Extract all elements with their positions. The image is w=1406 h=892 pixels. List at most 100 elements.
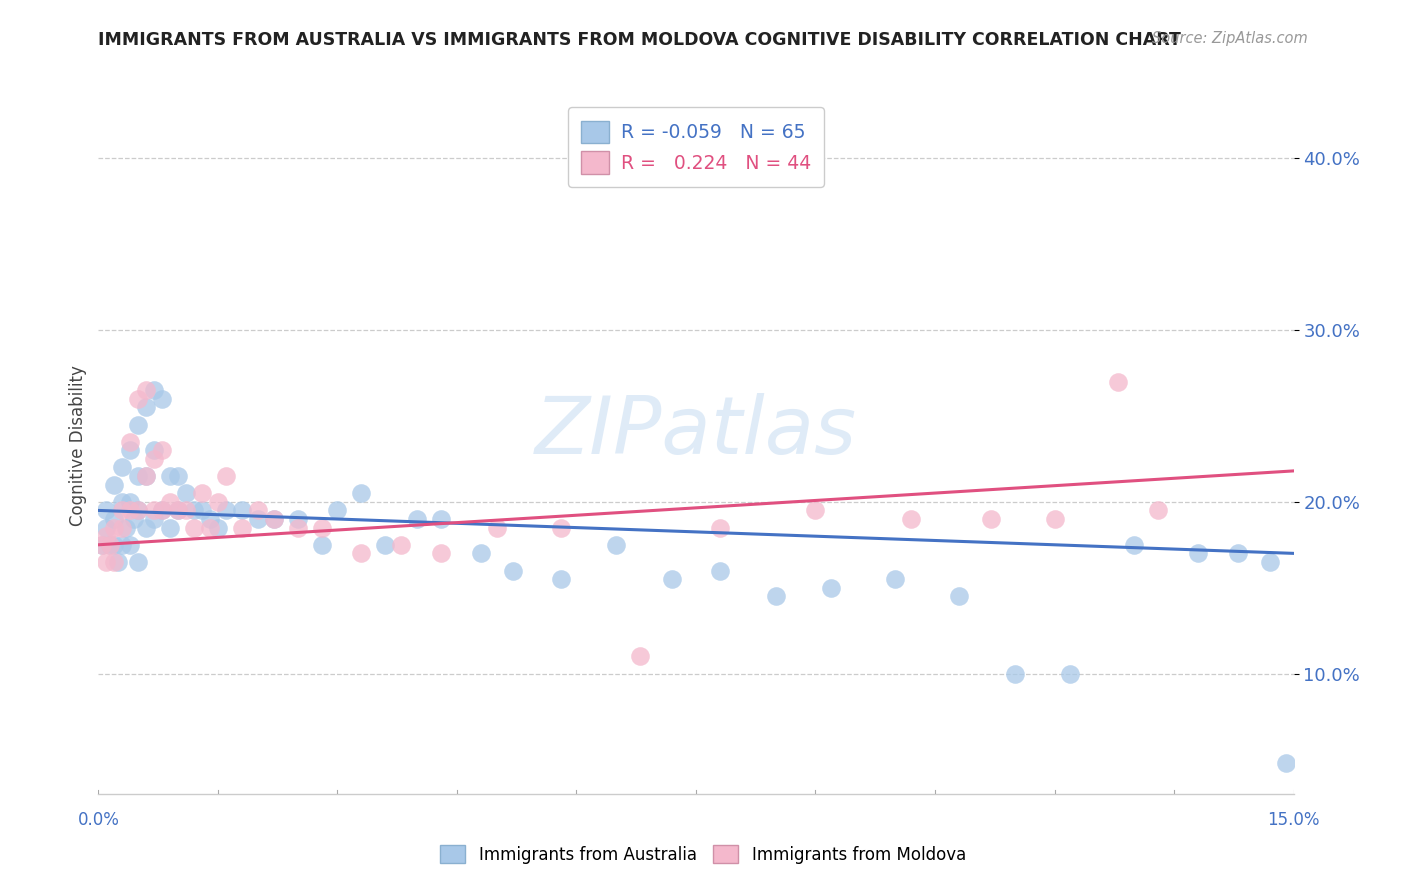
Legend: Immigrants from Australia, Immigrants from Moldova: Immigrants from Australia, Immigrants fr… — [433, 838, 973, 871]
Point — [135, 520, 157, 534]
Point — [263, 512, 285, 526]
Point — [246, 512, 269, 526]
Point — [231, 503, 253, 517]
Point — [374, 538, 396, 552]
Point — [263, 512, 285, 526]
Point — [143, 503, 166, 517]
Point — [485, 520, 508, 534]
Point — [804, 503, 827, 517]
Point — [183, 520, 205, 534]
Point — [167, 503, 190, 517]
Point — [143, 383, 166, 397]
Point — [311, 538, 333, 552]
Point — [120, 434, 142, 449]
Point — [135, 383, 157, 397]
Point — [98, 538, 122, 552]
Point — [96, 503, 118, 517]
Point — [191, 486, 214, 500]
Text: 0.0%: 0.0% — [77, 811, 120, 829]
Point — [765, 590, 787, 604]
Point — [215, 503, 238, 517]
Point — [198, 520, 221, 534]
Point — [605, 538, 627, 552]
Point — [191, 503, 214, 517]
Text: Source: ZipAtlas.com: Source: ZipAtlas.com — [1152, 31, 1308, 46]
Point — [900, 512, 922, 526]
Legend: R = -0.059   N = 65, R =   0.224   N = 44: R = -0.059 N = 65, R = 0.224 N = 44 — [568, 108, 824, 187]
Point — [135, 469, 157, 483]
Point — [120, 538, 142, 552]
Point — [159, 495, 181, 509]
Point — [246, 503, 269, 517]
Point — [1123, 538, 1146, 552]
Point — [174, 503, 197, 517]
Point — [111, 538, 134, 552]
Point — [111, 503, 134, 517]
Point — [820, 581, 842, 595]
Point — [1043, 512, 1066, 526]
Point — [115, 520, 138, 534]
Point — [143, 443, 166, 458]
Point — [120, 443, 142, 458]
Point — [1226, 546, 1249, 560]
Point — [311, 520, 333, 534]
Point — [167, 469, 190, 483]
Point — [103, 538, 125, 552]
Point — [127, 503, 149, 517]
Point — [1107, 375, 1129, 389]
Point — [127, 503, 149, 517]
Point — [430, 512, 453, 526]
Point — [103, 477, 125, 491]
Point — [167, 503, 190, 517]
Point — [550, 572, 572, 586]
Point — [1059, 666, 1081, 681]
Point — [150, 392, 173, 406]
Point — [96, 520, 118, 534]
Point — [135, 469, 157, 483]
Point — [143, 512, 166, 526]
Point — [127, 417, 149, 432]
Point — [103, 520, 125, 534]
Point — [111, 495, 134, 509]
Point — [884, 572, 907, 586]
Point — [287, 520, 309, 534]
Y-axis label: Cognitive Disability: Cognitive Disability — [69, 366, 87, 526]
Text: 15.0%: 15.0% — [1267, 811, 1320, 829]
Point — [1147, 503, 1170, 517]
Point — [124, 512, 146, 526]
Point — [183, 503, 205, 517]
Point — [198, 512, 221, 526]
Point — [502, 564, 524, 578]
Point — [287, 512, 309, 526]
Point — [1258, 555, 1281, 569]
Point — [1274, 756, 1296, 770]
Point — [107, 555, 129, 569]
Point — [127, 555, 149, 569]
Point — [1004, 666, 1026, 681]
Point — [96, 555, 118, 569]
Point — [948, 590, 970, 604]
Point — [143, 451, 166, 466]
Point — [389, 538, 412, 552]
Point — [127, 392, 149, 406]
Point — [350, 486, 373, 500]
Point — [159, 520, 181, 534]
Point — [135, 401, 157, 415]
Point — [150, 503, 173, 517]
Point — [231, 520, 253, 534]
Point — [628, 649, 651, 664]
Point — [120, 503, 142, 517]
Point — [127, 469, 149, 483]
Point — [103, 555, 125, 569]
Text: ZIPatlas: ZIPatlas — [534, 393, 858, 471]
Point — [550, 520, 572, 534]
Point — [661, 572, 683, 586]
Point — [215, 469, 238, 483]
Point — [207, 495, 229, 509]
Point — [91, 538, 114, 552]
Point — [470, 546, 492, 560]
Point — [111, 460, 134, 475]
Point — [406, 512, 429, 526]
Point — [1187, 546, 1209, 560]
Point — [120, 495, 142, 509]
